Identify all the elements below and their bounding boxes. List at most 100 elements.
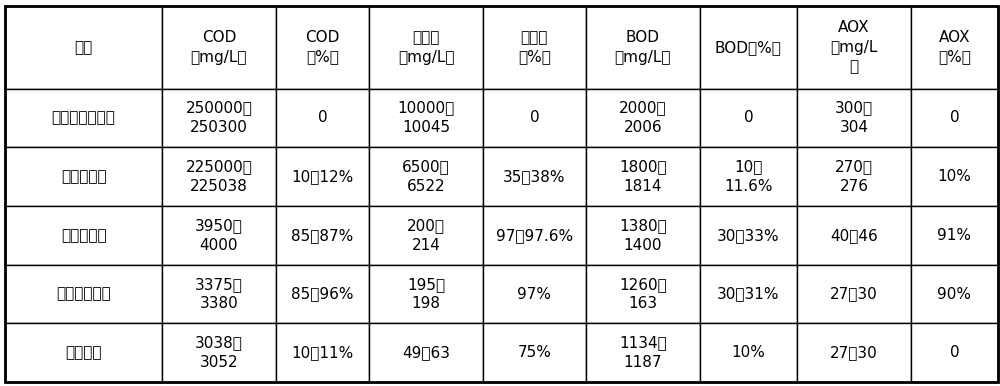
- Bar: [276, 265, 369, 323]
- Bar: [586, 6, 700, 88]
- Bar: [586, 88, 700, 147]
- Bar: [586, 206, 700, 265]
- Text: 1260～
163: 1260～ 163: [619, 277, 667, 312]
- Text: 97～97.6%: 97～97.6%: [496, 228, 573, 243]
- Text: 85～96%: 85～96%: [291, 286, 354, 301]
- Text: 0: 0: [950, 110, 959, 125]
- Bar: [369, 206, 483, 265]
- Text: 2000～
2006: 2000～ 2006: [619, 100, 667, 135]
- Bar: [276, 147, 369, 206]
- Bar: [911, 6, 998, 88]
- Bar: [586, 147, 700, 206]
- Bar: [276, 206, 369, 265]
- Text: 85～87%: 85～87%: [291, 228, 354, 243]
- Text: 10～12%: 10～12%: [291, 169, 354, 184]
- Bar: [162, 206, 276, 265]
- Text: 40～46: 40～46: [830, 228, 878, 243]
- Text: 200～
214: 200～ 214: [407, 218, 445, 253]
- Bar: [5, 147, 162, 206]
- Text: 6500～
6522: 6500～ 6522: [402, 159, 450, 194]
- Text: 75%: 75%: [517, 345, 551, 360]
- Bar: [700, 206, 797, 265]
- Text: 1800～
1814: 1800～ 1814: [619, 159, 667, 194]
- Text: 硅氧烷
（mg/L）: 硅氧烷 （mg/L）: [398, 30, 454, 64]
- Text: 3038～
3052: 3038～ 3052: [195, 335, 243, 370]
- Text: BOD（%）: BOD（%）: [715, 40, 782, 55]
- Bar: [700, 323, 797, 382]
- Bar: [700, 147, 797, 206]
- Text: 30～31%: 30～31%: [717, 286, 780, 301]
- Bar: [162, 323, 276, 382]
- Bar: [483, 147, 586, 206]
- Text: 49～63: 49～63: [402, 345, 450, 360]
- Text: 27～30: 27～30: [830, 345, 878, 360]
- Bar: [5, 88, 162, 147]
- Text: 0: 0: [950, 345, 959, 360]
- Bar: [797, 88, 911, 147]
- Text: 250000～
250300: 250000～ 250300: [186, 100, 252, 135]
- Text: 3375～
3380: 3375～ 3380: [195, 277, 243, 312]
- Bar: [5, 265, 162, 323]
- Bar: [797, 323, 911, 382]
- Text: 195～
198: 195～ 198: [407, 277, 445, 312]
- Text: AOX
（%）: AOX （%）: [938, 30, 971, 64]
- Bar: [162, 88, 276, 147]
- Text: 225000～
225038: 225000～ 225038: [186, 159, 252, 194]
- Bar: [276, 6, 369, 88]
- Bar: [483, 206, 586, 265]
- Bar: [483, 265, 586, 323]
- Text: 设备: 设备: [74, 40, 93, 55]
- Text: 97%: 97%: [517, 286, 551, 301]
- Text: 300～
304: 300～ 304: [835, 100, 873, 135]
- Text: 0: 0: [744, 110, 753, 125]
- Text: 高盐废水接收池: 高盐废水接收池: [52, 110, 116, 125]
- Bar: [369, 147, 483, 206]
- Text: 硅氧烷
（%）: 硅氧烷 （%）: [518, 30, 551, 64]
- Text: 澄清分离: 澄清分离: [65, 345, 102, 360]
- Text: 270～
276: 270～ 276: [835, 159, 873, 194]
- Bar: [276, 323, 369, 382]
- Bar: [911, 88, 998, 147]
- Text: 10%: 10%: [938, 169, 971, 184]
- Text: COD
（%）: COD （%）: [305, 30, 340, 64]
- Bar: [797, 6, 911, 88]
- Bar: [369, 88, 483, 147]
- Bar: [797, 265, 911, 323]
- Bar: [483, 88, 586, 147]
- Bar: [369, 323, 483, 382]
- Bar: [369, 265, 483, 323]
- Text: 分离沉淤池: 分离沉淤池: [61, 169, 106, 184]
- Bar: [797, 206, 911, 265]
- Text: 0: 0: [318, 110, 327, 125]
- Text: 27～30: 27～30: [830, 286, 878, 301]
- Bar: [911, 323, 998, 382]
- Bar: [700, 6, 797, 88]
- Text: 90%: 90%: [937, 286, 971, 301]
- Text: COD
（mg/L）: COD （mg/L）: [191, 30, 247, 64]
- Bar: [586, 265, 700, 323]
- Bar: [483, 323, 586, 382]
- Bar: [586, 323, 700, 382]
- Bar: [911, 206, 998, 265]
- Bar: [162, 6, 276, 88]
- Bar: [700, 88, 797, 147]
- Text: 1380～
1400: 1380～ 1400: [619, 218, 667, 253]
- Text: 1134～
1187: 1134～ 1187: [619, 335, 667, 370]
- Bar: [911, 265, 998, 323]
- Text: BOD
（mg/L）: BOD （mg/L）: [615, 30, 671, 64]
- Bar: [483, 6, 586, 88]
- Bar: [276, 88, 369, 147]
- Text: 0: 0: [530, 110, 539, 125]
- Bar: [911, 147, 998, 206]
- Text: 10～11%: 10～11%: [291, 345, 354, 360]
- Bar: [162, 147, 276, 206]
- Bar: [700, 265, 797, 323]
- Bar: [369, 6, 483, 88]
- Text: 10%: 10%: [731, 345, 765, 360]
- Text: 脉冲电凝设备: 脉冲电凝设备: [56, 286, 111, 301]
- Text: 30～33%: 30～33%: [717, 228, 780, 243]
- Bar: [162, 265, 276, 323]
- Text: 10000～
10045: 10000～ 10045: [397, 100, 455, 135]
- Bar: [797, 147, 911, 206]
- Bar: [5, 323, 162, 382]
